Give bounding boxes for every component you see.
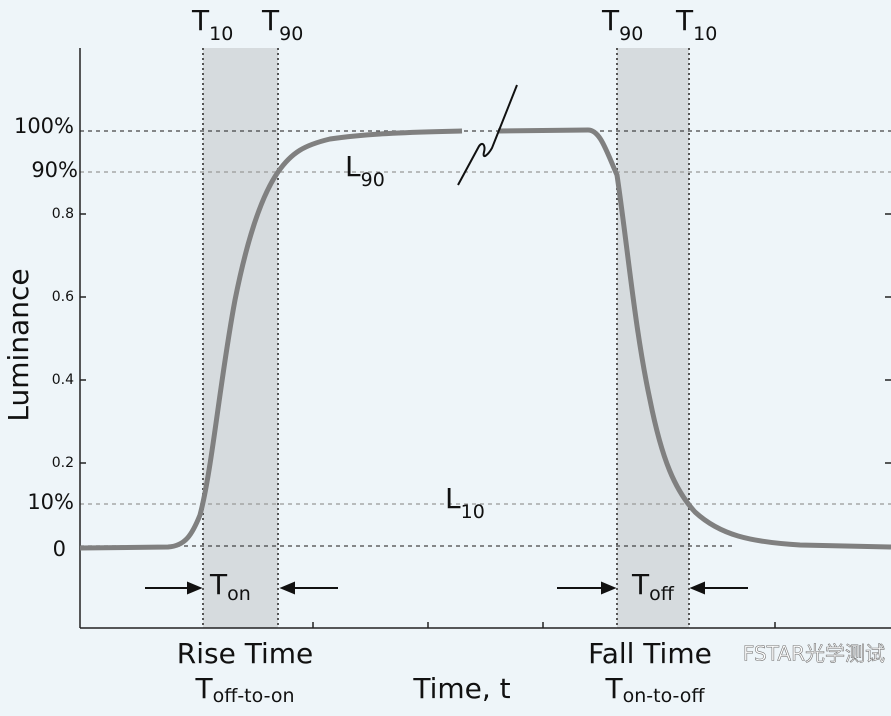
axis-break xyxy=(457,84,518,186)
level-label: L10 xyxy=(445,482,485,523)
fall-symbol: Ton-to-off xyxy=(605,672,706,707)
rise-symbol: Toff-to-on xyxy=(195,672,295,707)
fall-title: Fall Time xyxy=(588,637,712,670)
y-label: 90% xyxy=(31,158,78,182)
luminance-curve xyxy=(79,127,891,551)
top-labels: T10 T90 T90 T10 xyxy=(191,4,717,45)
arrows xyxy=(145,581,748,595)
y-label: 100% xyxy=(14,114,74,138)
top-label: T90 xyxy=(261,4,303,45)
y-label: 0 xyxy=(53,537,66,561)
interval-label: Toff xyxy=(631,568,675,605)
rise-band xyxy=(203,48,278,628)
level-lines xyxy=(80,130,891,547)
y-label: 0.8 xyxy=(52,206,74,222)
top-label: T10 xyxy=(191,4,233,45)
y-axis-label: Luminance xyxy=(2,268,35,421)
watermark: FSTAR光学测试 xyxy=(743,642,885,666)
interval-label: Ton xyxy=(209,568,251,605)
rise-title: Rise Time xyxy=(177,637,313,670)
y-label: 10% xyxy=(27,490,74,514)
y-label: 0.6 xyxy=(52,289,74,305)
y-labels: 100% 90% 0.8 0.6 0.4 0.2 10% 0 xyxy=(14,114,78,561)
fall-band xyxy=(617,48,689,628)
y-label: 0.4 xyxy=(52,372,74,388)
top-label: T10 xyxy=(675,4,717,45)
x-axis-label: Time, t xyxy=(412,672,510,705)
band-edges xyxy=(202,48,690,628)
top-label: T90 xyxy=(601,4,643,45)
bands xyxy=(202,48,690,628)
y-label: 0.2 xyxy=(52,455,74,471)
axes xyxy=(79,48,891,629)
level-label: L90 xyxy=(345,150,385,191)
